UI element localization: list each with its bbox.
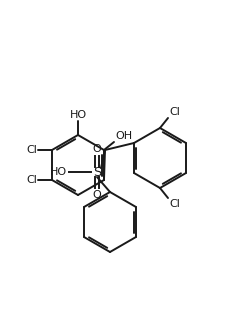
Text: Cl: Cl [168,107,179,117]
Text: HO: HO [50,167,67,177]
Text: Cl: Cl [168,199,179,209]
Text: O: O [92,190,101,200]
Text: Cl: Cl [26,175,37,185]
Text: O: O [92,144,101,154]
Text: HO: HO [69,110,86,120]
Text: OH: OH [115,131,131,141]
Text: Cl: Cl [26,145,37,155]
Text: S: S [92,166,101,178]
